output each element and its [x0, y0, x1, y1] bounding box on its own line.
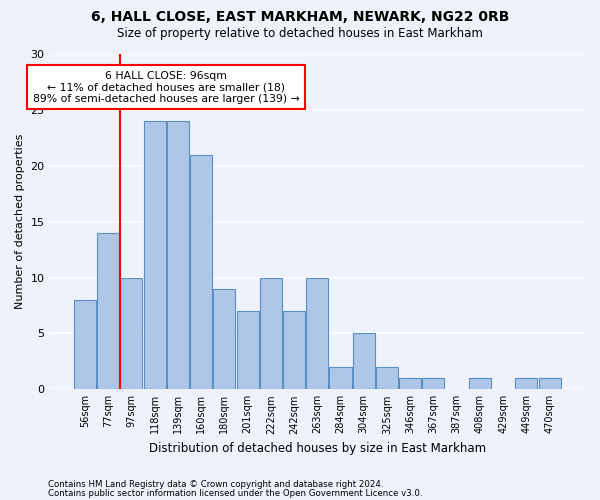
Bar	[469, 378, 491, 390]
Bar	[74, 300, 96, 390]
Bar	[121, 278, 142, 390]
Text: Size of property relative to detached houses in East Markham: Size of property relative to detached ho…	[117, 28, 483, 40]
Text: Contains HM Land Registry data © Crown copyright and database right 2024.: Contains HM Land Registry data © Crown c…	[48, 480, 383, 489]
Text: 6 HALL CLOSE: 96sqm
← 11% of detached houses are smaller (18)
89% of semi-detach: 6 HALL CLOSE: 96sqm ← 11% of detached ho…	[33, 71, 299, 104]
Bar	[306, 278, 328, 390]
Bar	[353, 334, 375, 390]
Bar	[539, 378, 560, 390]
Y-axis label: Number of detached properties: Number of detached properties	[15, 134, 25, 310]
Bar	[329, 367, 352, 390]
Text: Contains public sector information licensed under the Open Government Licence v3: Contains public sector information licen…	[48, 488, 422, 498]
Bar	[260, 278, 282, 390]
Bar	[283, 311, 305, 390]
Bar	[399, 378, 421, 390]
Bar	[236, 311, 259, 390]
Bar	[143, 121, 166, 390]
X-axis label: Distribution of detached houses by size in East Markham: Distribution of detached houses by size …	[149, 442, 486, 455]
Bar	[376, 367, 398, 390]
Bar	[97, 233, 119, 390]
Bar	[190, 154, 212, 390]
Bar	[167, 121, 189, 390]
Text: 6, HALL CLOSE, EAST MARKHAM, NEWARK, NG22 0RB: 6, HALL CLOSE, EAST MARKHAM, NEWARK, NG2…	[91, 10, 509, 24]
Bar	[422, 378, 445, 390]
Bar	[213, 288, 235, 390]
Bar	[515, 378, 538, 390]
